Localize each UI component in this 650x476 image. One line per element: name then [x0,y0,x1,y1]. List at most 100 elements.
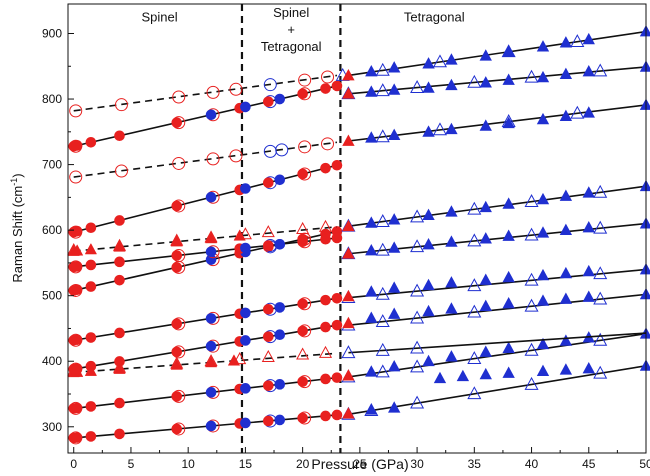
tetragonal-triangle-mode-10-1 [342,134,355,146]
tetragonal-triangle-mode-7-11 [639,179,650,192]
hollow-triangle-mode-6-9 [467,233,482,247]
tetragonal-triangle-mode-11-11 [639,60,650,72]
tetragonal-triangle-mode-6-4 [422,238,435,250]
tetragonal-triangle-mode-10-10 [582,106,595,118]
filled-circle-mode-11-10 [274,93,286,105]
hollow-circle-mode-12-7 [298,73,312,87]
tetragonal-triangle-mode-12-6 [479,49,492,61]
tetragonal-triangle-mode-1-7 [502,366,515,378]
fit-line-mode-10-seg-3 [348,104,647,142]
filled-triangle-mode-8-5 [170,235,183,247]
tetragonal-triangle-mode-2-9 [559,334,573,346]
hollow-triangle-mode-5-10 [524,272,539,286]
tetragonal-triangle-mode-7-4 [422,208,435,220]
filled-triangle-mode-3-7 [227,354,241,366]
filled-circle-mode-6-3 [85,281,97,292]
tetragonal-triangle-mode-2-5 [445,350,458,362]
tetragonal-triangle-mode-6-6 [479,232,492,244]
hollow-triangle-mode-7-10 [524,194,539,207]
tetragonal-triangle-mode-2-7 [502,341,515,353]
filled-circle-mode-1-4 [114,428,125,440]
tetragonal-triangle-mode-1-3 [388,401,401,413]
tetragonal-triangle-mode-6-5 [445,235,458,247]
tetragonal-triangle-mode-6-7 [502,229,515,241]
fit-line-mode-8-seg-1 [73,226,338,252]
filled-circle-mode-5-8 [240,307,251,319]
tetragonal-triangle-mode-10-4 [422,125,435,137]
chart-axes: 0 5 10 15 20 25 30 35 40 45 50 300 400 500 600 700 800 90… [42,3,650,471]
filled-circle-mode-11-11 [297,88,308,100]
x-tick-label-20: 20 [296,457,310,471]
filled-circle-mode-7-3 [85,259,97,271]
tetragonal-triangle-mode-6-1 [342,247,355,259]
tetragonal-triangle-mode-1-4 [433,371,447,384]
tetragonal-triangle-mode-11-9 [559,67,573,80]
hollow-circle-mode-10-5 [229,149,243,163]
tetragonal-triangle-mode-5-7 [502,270,515,283]
tetragonal-triangle-mode-12-8 [536,40,550,52]
hollow-triangle-mode-12-13 [570,34,585,48]
filled-circle-mode-5-9 [262,303,274,315]
hollow-triangle-mode-4-7 [375,314,390,328]
filled-circle-mode-5-4 [114,327,125,339]
hollow-triangle-mode-11-7 [375,83,390,97]
filled-circle-mode-5-12 [320,294,331,306]
hollow-triangle-mode-5-8 [410,283,425,297]
filled-circle-mode-9-12 [320,162,331,174]
filled-circle-mode-4-5 [171,346,183,358]
tetragonal-triangle-mode-11-6 [479,76,492,88]
tetragonal-triangle-mode-1-2 [365,403,378,415]
filled-circle-mode-11-12 [320,83,331,94]
hollow-circle-mode-10-2 [115,164,129,178]
hollow-triangle-mode-8-5 [238,227,252,240]
filled-triangle-mode-8-6 [204,231,218,244]
hollow-circle-mode-10-8 [298,140,312,154]
tetragonal-triangle-mode-10-5 [445,122,458,135]
filled-circle-mode-2-9 [262,380,274,391]
tetragonal-triangle-mode-7-5 [445,205,458,217]
filled-circle-mode-1-8 [240,417,251,429]
tetragonal-triangle-mode-12-11 [639,25,650,37]
fit-line-mode-10-seg-1 [73,141,338,178]
filled-circle-mode-7-6 [205,246,217,258]
filled-circle-mode-7-5 [171,250,183,261]
hollow-circle-mode-12-6 [263,78,277,92]
tetragonal-triangle-mode-5-5 [445,276,458,288]
filled-circle-mode-2-2 [71,402,83,414]
hollow-triangle-mode-3-11 [410,340,425,354]
hollow-circle-mode-12-1 [69,104,83,118]
hollow-triangle-mode-3-9 [341,345,356,359]
hollow-triangle-mode-10-10 [375,129,390,143]
hollow-circle-mode-10-1 [69,170,83,184]
tetragonal-triangle-mode-10-3 [388,128,401,140]
hollow-triangle-mode-7-7 [375,214,390,227]
hollow-triangle-mode-8-7 [296,221,310,234]
tetragonal-triangle-mode-7-8 [536,192,550,205]
filled-circle-mode-7-2 [71,261,83,272]
hollow-circle-mode-12-4 [206,85,220,99]
tetragonal-triangle-mode-11-7 [502,73,515,85]
tetragonal-triangle-mode-4-2 [365,311,378,323]
hollow-triangle-mode-6-7 [375,242,390,256]
filled-circle-mode-6-2 [71,284,83,295]
tetragonal-triangle-mode-5-11 [639,262,650,275]
filled-circle-mode-2-6 [205,387,217,398]
hollow-triangle-mode-5-9 [467,278,482,292]
filled-circle-mode-11-6 [205,109,217,121]
fit-line-mode-3-seg-3 [348,332,647,354]
tetragonal-triangle-mode-2-6 [479,345,492,357]
x-tick-label-0: 0 [70,457,77,471]
filled-circle-mode-2-11 [297,376,308,387]
tetragonal-triangle-mode-6-3 [388,241,401,253]
tetragonal-triangle-mode-12-5 [445,53,458,65]
hollow-triangle-mode-6-11 [593,220,608,234]
filled-circle-mode-1-6 [205,420,217,432]
hollow-triangle-mode-2-11 [593,332,608,346]
filled-circle-mode-7-13 [331,232,343,244]
filled-triangle-mode-3-4 [113,362,126,374]
filled-circle-mode-6-4 [114,274,125,286]
hollow-triangle-mode-3-10 [375,342,390,356]
y-tick-label-800: 800 [42,92,62,106]
filled-circle-mode-9-8 [240,183,251,194]
